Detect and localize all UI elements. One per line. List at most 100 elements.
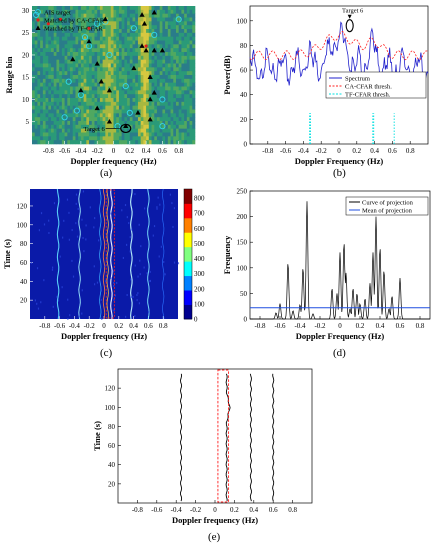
heatmap-cell <box>135 132 139 137</box>
heatmap-cell <box>70 136 74 141</box>
heatmap-speckle <box>37 307 40 310</box>
heatmap-cell <box>59 113 63 118</box>
heatmap-cell <box>89 67 93 72</box>
heatmap-cell <box>192 29 196 34</box>
heatmap-cell <box>116 90 120 95</box>
heatmap-cell <box>99 124 103 129</box>
heatmap-cell <box>118 17 122 22</box>
y-tick-label: 200 <box>237 213 248 221</box>
heatmap-cell <box>140 32 144 37</box>
heatmap-cell <box>89 17 93 22</box>
heatmap-cell <box>34 105 38 110</box>
heatmap-cell <box>178 90 182 95</box>
heatmap-cell <box>189 55 193 60</box>
y-tick-label: 120 <box>17 202 28 210</box>
heatmap-cell <box>89 13 93 18</box>
ais-target-marker <box>81 34 89 41</box>
heatmap-speckle <box>56 295 58 298</box>
heatmap-cell <box>118 36 122 41</box>
heatmap-cell <box>140 6 144 11</box>
heatmap-cell <box>78 40 82 45</box>
heatmap-cell <box>70 59 74 64</box>
x-tick-label: -0.8 <box>39 322 51 330</box>
heatmap-cell <box>170 67 174 72</box>
heatmap-cell <box>121 9 125 14</box>
heatmap-cell <box>75 17 79 22</box>
heatmap-cell <box>53 105 57 110</box>
heatmap-cell <box>102 36 106 41</box>
heatmap-cell <box>140 105 144 110</box>
heatmap-cell <box>97 17 101 22</box>
heatmap-cell <box>83 82 87 87</box>
heatmap-cell <box>42 29 46 34</box>
heatmap-cell <box>135 90 139 95</box>
heatmap-cell <box>83 63 87 68</box>
heatmap-cell <box>59 75 63 80</box>
heatmap-cell <box>99 25 103 30</box>
heatmap-cell <box>140 48 144 53</box>
heatmap-cell <box>189 13 193 18</box>
heatmap-cell <box>143 29 147 34</box>
heatmap-cell <box>186 98 190 103</box>
heatmap-cell <box>48 48 52 53</box>
heatmap-cell <box>186 86 190 91</box>
heatmap-cell <box>99 52 103 57</box>
heatmap-speckle <box>173 207 176 210</box>
heatmap-cell <box>127 109 131 114</box>
heatmap-cell <box>97 67 101 72</box>
heatmap-cell <box>148 6 152 11</box>
heatmap-cell <box>162 48 166 53</box>
heatmap-cell <box>83 44 87 49</box>
heatmap-cell <box>121 75 125 80</box>
y-tick-label: 20 <box>108 480 116 488</box>
heatmap-cell <box>116 82 120 87</box>
heatmap-cell <box>151 13 155 18</box>
heatmap-cell <box>146 21 150 26</box>
heatmap-cell <box>80 59 84 64</box>
heatmap-cell <box>37 101 41 106</box>
heatmap-cell <box>51 17 55 22</box>
heatmap-speckle <box>58 314 61 317</box>
heatmap-cell <box>102 52 106 57</box>
heatmap-cell <box>173 78 177 83</box>
y-tick-label: 50 <box>240 290 248 298</box>
heatmap-cell <box>78 78 82 83</box>
heatmap-cell <box>127 9 131 14</box>
colorbar-tick-label: 0 <box>194 316 198 324</box>
heatmap-cell <box>162 136 166 141</box>
heatmap-cell <box>42 90 46 95</box>
heatmap-cell <box>121 101 125 106</box>
heatmap-cell <box>45 94 49 99</box>
heatmap-cell <box>129 9 133 14</box>
heatmap-cell <box>113 140 117 145</box>
heatmap-cell <box>146 48 150 53</box>
heatmap-cell <box>42 63 46 68</box>
heatmap-cell <box>143 52 147 57</box>
heatmap-cell <box>89 6 93 11</box>
heatmap-cell <box>80 98 84 103</box>
heatmap-cell <box>105 121 109 126</box>
heatmap-cell <box>124 90 128 95</box>
heatmap-cell <box>59 136 63 141</box>
heatmap-cell <box>70 55 74 60</box>
heatmap-cell <box>189 25 193 30</box>
heatmap-cell <box>116 140 120 145</box>
track-line <box>272 373 275 502</box>
heatmap-cell <box>80 78 84 83</box>
x-tick-label: -0.2 <box>92 147 104 155</box>
heatmap-cell <box>118 55 122 60</box>
heatmap-cell <box>78 140 82 145</box>
heatmap-cell <box>124 36 128 41</box>
heatmap-cell <box>113 132 117 137</box>
heatmap-cell <box>94 117 98 122</box>
heatmap-cell <box>97 21 101 26</box>
heatmap-cell <box>175 117 179 122</box>
heatmap-cell <box>121 78 125 83</box>
heatmap-cell <box>186 128 190 133</box>
heatmap-cell <box>105 67 109 72</box>
heatmap-cell <box>124 48 128 53</box>
y-tick-label: 0 <box>244 141 248 149</box>
heatmap-cell <box>154 113 158 118</box>
heatmap-speckle <box>143 266 145 269</box>
heatmap-cell <box>89 140 93 145</box>
